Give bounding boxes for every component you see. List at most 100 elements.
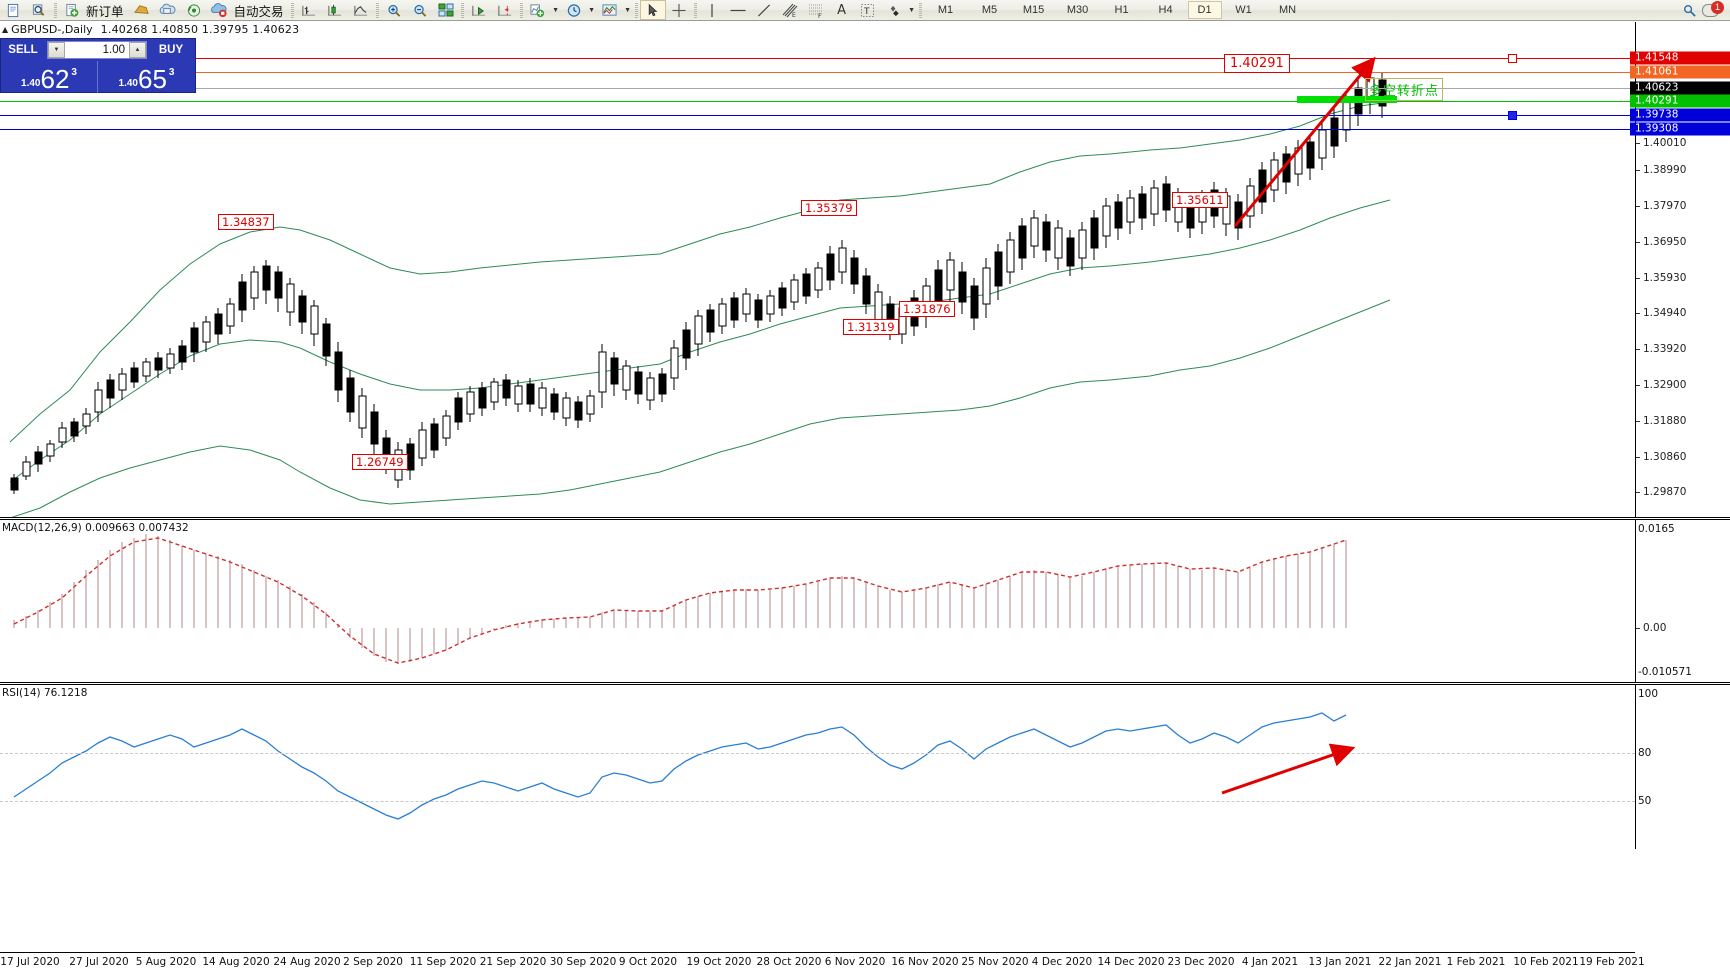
annotation-1-31319[interactable]: 1.31319 — [843, 319, 899, 335]
price-tag-blue-2[interactable]: 1.39308 — [1630, 122, 1730, 136]
equidistant-channel-icon[interactable]: E — [777, 0, 803, 20]
volume-increase-button[interactable]: ▲ — [129, 42, 146, 58]
timeframe-m15[interactable]: M15 — [1022, 4, 1045, 16]
new-order-icon[interactable] — [59, 0, 85, 20]
autotrading-icon[interactable] — [207, 0, 233, 20]
level-line-1-39308[interactable] — [0, 129, 1635, 130]
line-handle-blue[interactable] — [1508, 111, 1517, 120]
period-icon[interactable] — [561, 0, 587, 20]
annotation-1-35611[interactable]: 1.35611 — [1172, 192, 1228, 208]
fibonacci-icon[interactable]: F — [803, 0, 829, 20]
timeframe-h1[interactable]: H1 — [1114, 4, 1129, 16]
level-line-1-41061[interactable] — [0, 72, 1635, 73]
timeframe-m30[interactable]: M30 — [1066, 4, 1089, 16]
chart-area[interactable]: 1.40010 1.38990 1.37970 1.36950 1.35930 … — [0, 22, 1730, 968]
templates-icon[interactable] — [597, 0, 623, 20]
annotation-1-26749[interactable]: 1.26749 — [352, 454, 408, 470]
macd-plot[interactable] — [0, 520, 1635, 682]
macd-axis[interactable]: 0.0165 0.00 -0.010571 — [1635, 520, 1730, 682]
timeframe-w1[interactable]: W1 — [1235, 4, 1252, 16]
svg-text:T: T — [863, 7, 870, 17]
rsi-plot[interactable] — [0, 685, 1635, 849]
annotation-1-34837[interactable]: 1.34837 — [218, 214, 274, 230]
text-icon[interactable]: A — [837, 2, 846, 18]
shapes-icon[interactable] — [881, 0, 907, 20]
sell-price-main: 62 — [40, 64, 70, 94]
chart-shift-icon[interactable] — [492, 0, 518, 20]
timeframe-m1[interactable]: M1 — [937, 4, 954, 16]
price-trendline-svg[interactable] — [0, 22, 1635, 517]
date-label: 24 Aug 2020 — [273, 956, 341, 968]
date-label: 30 Sep 2020 — [549, 956, 617, 968]
volume-value[interactable]: 1.00 — [102, 44, 125, 56]
green-highlight-bar[interactable] — [1297, 96, 1397, 103]
zoom-in-icon[interactable] — [381, 0, 407, 20]
toolbar-separator — [633, 2, 640, 18]
auto-scroll-icon[interactable] — [466, 0, 492, 20]
symbol-search-icon[interactable] — [26, 0, 52, 20]
price-tag-blue-1[interactable]: 1.39738 — [1630, 108, 1730, 122]
price-tick: 1.29870 — [1636, 486, 1686, 498]
volume-decrease-button[interactable]: ▼ — [48, 42, 65, 58]
price-tick: 1.32900 — [1636, 379, 1686, 391]
new-chart-icon[interactable] — [0, 0, 26, 20]
date-label: 28 Oct 2020 — [756, 956, 822, 968]
macd-signal-line — [13, 537, 1347, 664]
trendline-icon[interactable] — [751, 0, 777, 20]
level-line-1-40291[interactable] — [0, 101, 1635, 102]
indicators-icon[interactable] — [525, 0, 551, 20]
timeframe-d1[interactable]: D1 — [1187, 1, 1222, 19]
price-pane[interactable]: 1.40010 1.38990 1.37970 1.36950 1.35930 … — [0, 22, 1730, 518]
buy-button[interactable]: BUY — [158, 44, 184, 56]
annotation-turning-point[interactable]: 多空转折点 — [1365, 78, 1444, 101]
sell-price[interactable]: 1.40 62 3 — [1, 61, 98, 93]
period-dropdown-caret[interactable]: ▼ — [588, 6, 595, 14]
rsi-trendline-svg[interactable] — [0, 685, 1635, 848]
date-label: 14 Dec 2020 — [1097, 956, 1165, 968]
buy-price[interactable]: 1.40 65 3 — [98, 61, 195, 93]
market-watch-icon[interactable] — [129, 0, 155, 20]
text-label-icon[interactable]: T — [855, 0, 881, 20]
navigator-icon[interactable] — [181, 0, 207, 20]
bar-chart-icon[interactable] — [296, 0, 322, 20]
price-tag-high[interactable]: 1.41548 — [1630, 51, 1730, 65]
volume-stepper[interactable]: ▼ 1.00 ▲ — [47, 41, 147, 59]
templates-dropdown-caret[interactable]: ▼ — [624, 6, 631, 14]
timeframe-m5[interactable]: M5 — [981, 4, 998, 16]
annotation-1-31876[interactable]: 1.31876 — [899, 301, 955, 317]
level-line-1-39738[interactable] — [0, 115, 1635, 116]
annotation-1-40291[interactable]: 1.40291 — [1224, 54, 1290, 73]
vertical-line-icon[interactable] — [699, 0, 725, 20]
rsi-pane[interactable]: RSI(14) 76.1218 100 80 — [0, 684, 1730, 849]
timeframe-h4[interactable]: H4 — [1158, 4, 1173, 16]
sell-button[interactable]: SELL — [8, 44, 38, 56]
svg-text:E: E — [792, 12, 796, 18]
notifications-icon[interactable]: 1 — [1702, 1, 1724, 19]
search-icon[interactable] — [1676, 0, 1702, 20]
horizontal-line-icon[interactable] — [725, 0, 751, 20]
level-line-1-41548[interactable] — [0, 58, 1635, 59]
date-label: 10 Feb 2021 — [1513, 956, 1579, 968]
line-handle-red[interactable] — [1508, 54, 1517, 63]
autotrading-label[interactable]: 自动交易 — [233, 3, 284, 19]
price-tag-green[interactable]: 1.40291 — [1630, 94, 1730, 108]
tile-windows-icon[interactable] — [433, 0, 459, 20]
zoom-out-icon[interactable] — [407, 0, 433, 20]
data-window-icon[interactable] — [155, 0, 181, 20]
rsi-axis[interactable]: 100 80 50 — [1635, 685, 1730, 849]
cursor-icon[interactable] — [639, 0, 666, 20]
price-tag-orange[interactable]: 1.41061 — [1630, 65, 1730, 79]
macd-pane[interactable]: MACD(12,26,9) 0.009663 0.007432 — [0, 519, 1730, 683]
annotation-1-35379[interactable]: 1.35379 — [801, 200, 857, 216]
shapes-dropdown-caret[interactable]: ▼ — [908, 6, 915, 14]
candlestick-chart-icon[interactable] — [322, 0, 348, 20]
octp-prices-row: 1.40 62 3 1.40 65 3 — [1, 61, 195, 93]
crosshair-icon[interactable] — [666, 0, 692, 20]
line-chart-icon[interactable] — [348, 0, 374, 20]
timeframe-mn[interactable]: MN — [1278, 4, 1297, 16]
indicators-dropdown-caret[interactable]: ▼ — [552, 6, 559, 14]
date-label: 14 Aug 2020 — [202, 956, 270, 968]
new-order-label[interactable]: 新订单 — [86, 3, 124, 19]
price-plot[interactable] — [0, 22, 1635, 517]
